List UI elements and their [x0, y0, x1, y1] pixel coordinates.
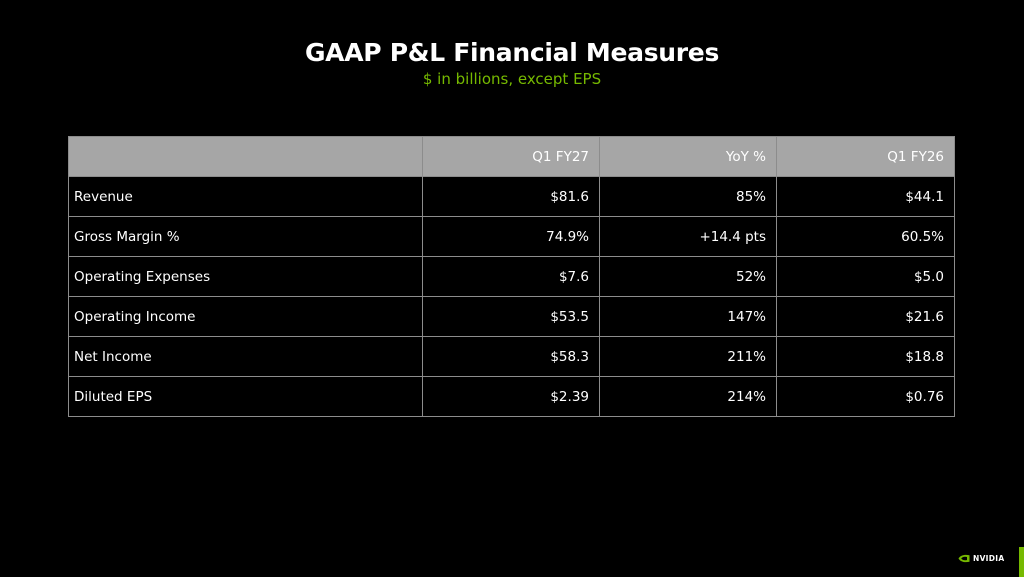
row-label: Gross Margin %: [68, 216, 423, 257]
row-label: Operating Expenses: [68, 256, 423, 297]
logo-wordmark: NVIDIA: [973, 553, 1005, 563]
table-row: Operating Income $53.5 147% $21.6: [68, 296, 955, 337]
cell-q1-fy26: 60.5%: [776, 216, 955, 257]
nvidia-logo: NVIDIA: [958, 552, 1005, 564]
column-header-q1-fy26: Q1 FY26: [776, 136, 955, 177]
cell-q1-fy26: $21.6: [776, 296, 955, 337]
slide-subtitle: $ in billions, except EPS: [422, 70, 602, 88]
table-row: Diluted EPS $2.39 214% $0.76: [68, 376, 955, 417]
cell-yoy: +14.4 pts: [599, 216, 777, 257]
slide-title: GAAP P&L Financial Measures: [304, 38, 720, 67]
cell-q1-fy27: $7.6: [422, 256, 600, 297]
cell-q1-fy26: $0.76: [776, 376, 955, 417]
cell-yoy: 85%: [599, 176, 777, 217]
table-header-row: Q1 FY27 YoY % Q1 FY26: [68, 136, 955, 177]
cell-q1-fy26: $5.0: [776, 256, 955, 297]
row-label: Diluted EPS: [68, 376, 423, 417]
table-row: Net Income $58.3 211% $18.8: [68, 336, 955, 377]
cell-yoy: 52%: [599, 256, 777, 297]
cell-yoy: 214%: [599, 376, 777, 417]
cell-yoy: 211%: [599, 336, 777, 377]
cell-q1-fy27: $2.39: [422, 376, 600, 417]
cell-q1-fy27: $53.5: [422, 296, 600, 337]
cell-q1-fy27: $81.6: [422, 176, 600, 217]
column-header-q1-fy27: Q1 FY27: [422, 136, 600, 177]
cell-q1-fy27: 74.9%: [422, 216, 600, 257]
cell-q1-fy27: $58.3: [422, 336, 600, 377]
table-row: Operating Expenses $7.6 52% $5.0: [68, 256, 955, 297]
nvidia-eye-icon: [958, 554, 970, 562]
row-label: Operating Income: [68, 296, 423, 337]
row-label: Net Income: [68, 336, 423, 377]
table-row: Gross Margin % 74.9% +14.4 pts 60.5%: [68, 216, 955, 257]
column-header-metric: [68, 136, 423, 177]
pl-table: Q1 FY27 YoY % Q1 FY26 Revenue $81.6 85% …: [68, 136, 955, 417]
cell-q1-fy26: $44.1: [776, 176, 955, 217]
cell-q1-fy26: $18.8: [776, 336, 955, 377]
accent-strip: [1019, 547, 1024, 577]
table-row: Revenue $81.6 85% $44.1: [68, 176, 955, 217]
row-label: Revenue: [68, 176, 423, 217]
column-header-yoy: YoY %: [599, 136, 777, 177]
cell-yoy: 147%: [599, 296, 777, 337]
